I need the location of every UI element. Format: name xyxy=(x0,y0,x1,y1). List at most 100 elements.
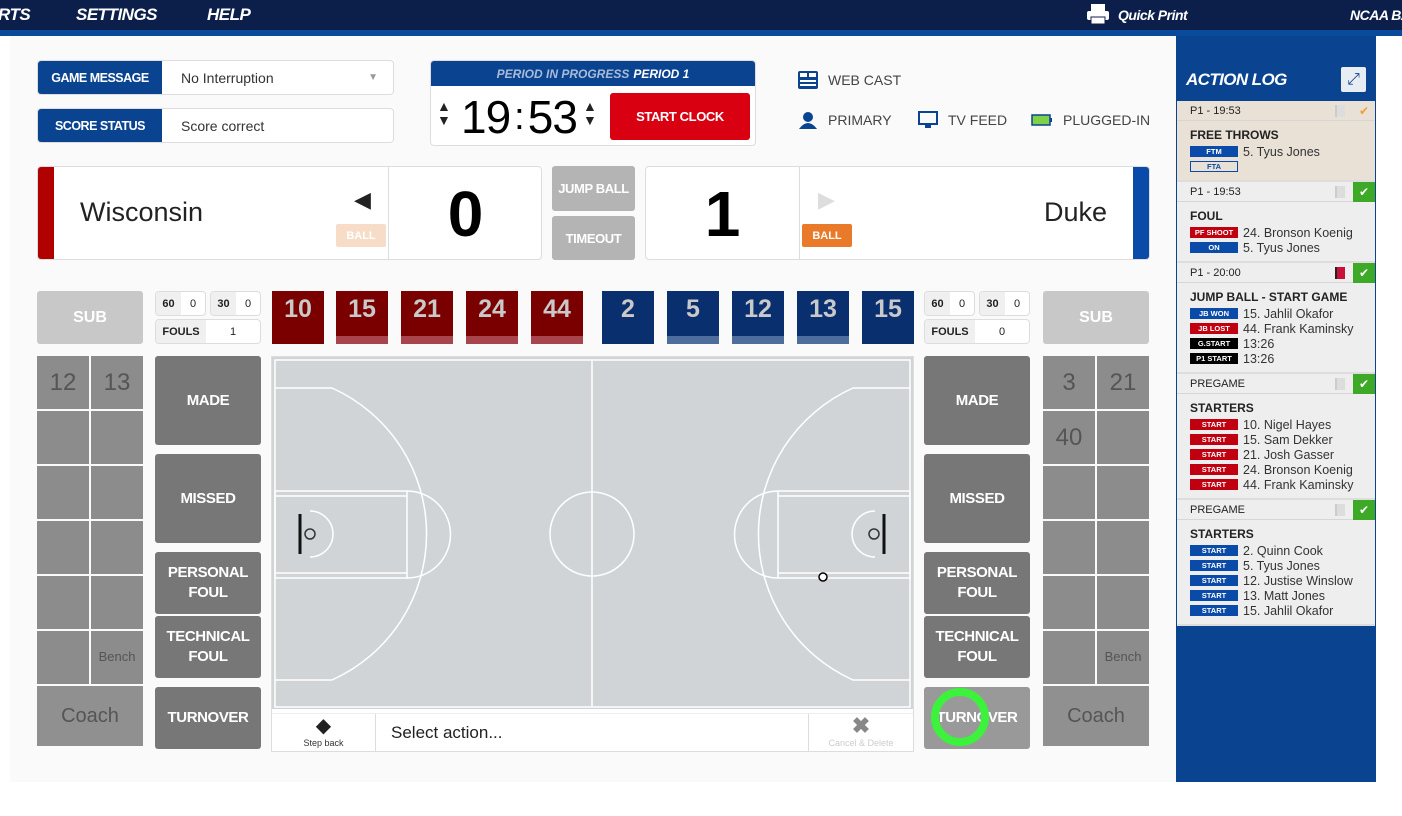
away-missed-button[interactable]: MISSED xyxy=(924,454,1030,543)
away-60-value: 0 xyxy=(958,297,966,310)
log-entry[interactable]: P1 - 19:53 ✔ FREE THROWS FTM 5. Tyus Jones FT… xyxy=(1177,101,1375,182)
home-sub-button[interactable]: SUB xyxy=(37,291,143,344)
flag-icon[interactable] xyxy=(1335,105,1345,117)
away-bench-player-21[interactable]: 21 xyxy=(1097,356,1149,409)
brand-logo: NCAA BA xyxy=(1350,7,1402,23)
log-entry[interactable]: P1 - 20:00 ✔ JUMP BALL - START GAME JB WON 1… xyxy=(1177,263,1375,374)
check-icon[interactable]: ✔ xyxy=(1358,104,1370,118)
home-team-fouls[interactable]: FOULS 1 xyxy=(155,319,261,344)
home-bench-slot xyxy=(91,411,143,464)
start-clock-button[interactable]: START CLOCK xyxy=(610,93,750,140)
home-player-10[interactable]: 10 xyxy=(272,291,324,344)
log-entry-row: START 15. Sam Dekker xyxy=(1190,432,1362,447)
flag-icon[interactable] xyxy=(1335,378,1345,390)
action-log-title: ACTION LOG xyxy=(1186,70,1287,89)
home-player-15[interactable]: 15 xyxy=(336,291,388,344)
nav-reports[interactable]: RTS xyxy=(0,5,31,24)
home-player-24[interactable]: 24 xyxy=(466,291,518,344)
away-bench-player-40[interactable]: 40 xyxy=(1043,411,1095,464)
cancel-delete-button[interactable]: ✖ Cancel & Delete xyxy=(808,714,913,752)
home-missed-button[interactable]: MISSED xyxy=(155,454,261,543)
home-30-value: 0 xyxy=(244,297,252,310)
period-label: PERIOD IN PROGRESS xyxy=(496,66,630,81)
minutes-stepper-icon[interactable]: ▲ ▼ xyxy=(437,98,451,128)
log-entry-header: P1 - 19:53 ✔ xyxy=(1177,101,1375,121)
away-team-name: Duke xyxy=(1043,197,1107,227)
home-coach-button[interactable]: Coach xyxy=(37,686,143,746)
check-icon[interactable]: ✔ xyxy=(1353,263,1375,283)
home-turnover-button[interactable]: TURNOVER xyxy=(155,687,261,749)
home-score: 0 xyxy=(388,167,542,259)
webcast-icon xyxy=(798,71,818,89)
log-entry-row: ON 5. Tyus Jones xyxy=(1190,240,1362,255)
step-back-button[interactable]: ◆ Step back xyxy=(272,714,376,752)
away-player-12[interactable]: 12 xyxy=(732,291,784,344)
tv-feed-status: TV FEED xyxy=(918,111,1007,129)
log-entry-text: 13:26 xyxy=(1243,336,1275,351)
away-personal-foul-button[interactable]: PERSONAL FOUL xyxy=(924,552,1030,614)
printer-icon[interactable] xyxy=(1086,3,1110,25)
away-player-13[interactable]: 13 xyxy=(797,291,849,344)
score-status-field[interactable]: SCORE STATUS Score correct xyxy=(37,108,394,143)
home-made-button[interactable]: MADE xyxy=(155,356,261,445)
jump-ball-button[interactable]: JUMP BALL xyxy=(552,166,635,211)
away-technical-foul-button[interactable]: TECHNICAL FOUL xyxy=(924,616,1030,678)
shot-marker[interactable] xyxy=(818,572,828,582)
away-player-15[interactable]: 15 xyxy=(862,291,914,344)
away-team-fouls[interactable]: FOULS 0 xyxy=(924,319,1030,344)
away-30-timeouts[interactable]: 30 0 xyxy=(979,291,1030,316)
log-entry-text: 21. Josh Gasser xyxy=(1243,447,1335,462)
flag-icon[interactable] xyxy=(1335,504,1345,516)
home-30-timeouts[interactable]: 30 0 xyxy=(210,291,261,316)
log-entry[interactable]: P1 - 19:53 ✔ FOUL PF SHOOT 24. Bronson Koeni… xyxy=(1177,182,1375,263)
check-icon[interactable]: ✔ xyxy=(1353,182,1375,202)
away-player-5[interactable]: 5 xyxy=(667,291,719,344)
home-technical-foul-button[interactable]: TECHNICAL FOUL xyxy=(155,616,261,678)
home-60-timeouts[interactable]: 60 0 xyxy=(155,291,206,316)
away-30-value: 0 xyxy=(1013,297,1021,310)
away-bench-player-3[interactable]: 3 xyxy=(1043,356,1095,409)
away-possession-arrow-icon[interactable]: ▶ xyxy=(818,187,835,212)
nav-help[interactable]: HELP xyxy=(207,5,251,24)
away-made-button[interactable]: MADE xyxy=(924,356,1030,445)
nav-settings[interactable]: SETTINGS xyxy=(76,5,158,24)
game-clock: PERIOD IN PROGRESS PERIOD 1 ▲ ▼ 19:53 ▲ ▼ S… xyxy=(430,60,756,146)
away-bench-label: Bench xyxy=(1097,631,1149,684)
log-tag: START xyxy=(1190,560,1238,571)
home-30-label: 30 xyxy=(211,292,236,315)
flag-icon[interactable] xyxy=(1335,186,1345,198)
away-sub-button[interactable]: SUB xyxy=(1043,291,1149,344)
log-entry-row: G.START 13:26 xyxy=(1190,336,1362,351)
home-player-44[interactable]: 44 xyxy=(531,291,583,344)
home-player-21[interactable]: 21 xyxy=(401,291,453,344)
home-bench-player-13[interactable]: 13 xyxy=(91,356,143,409)
home-personal-foul-button[interactable]: PERSONAL FOUL xyxy=(155,552,261,614)
clock-minutes[interactable]: 19 xyxy=(461,91,511,143)
seconds-stepper-icon[interactable]: ▲ ▼ xyxy=(583,98,597,128)
away-ball-button[interactable]: BALL xyxy=(802,224,852,247)
log-entry[interactable]: PREGAME ✔ STARTERS START 10. Nigel Hayes STAR… xyxy=(1177,374,1375,500)
away-bench-slot xyxy=(1043,576,1095,629)
flag-icon[interactable] xyxy=(1335,267,1345,279)
basketball-court[interactable] xyxy=(272,357,913,709)
check-icon[interactable]: ✔ xyxy=(1353,500,1375,520)
away-60-timeouts[interactable]: 60 0 xyxy=(924,291,975,316)
away-bench-slot xyxy=(1097,466,1149,519)
log-entry[interactable]: PREGAME ✔ STARTERS START 2. Quinn Cook START 5… xyxy=(1177,500,1375,626)
log-entry-title: STARTERS xyxy=(1190,401,1254,415)
primary-status: PRIMARY xyxy=(798,111,892,129)
away-coach-button[interactable]: Coach xyxy=(1043,686,1149,746)
check-icon[interactable]: ✔ xyxy=(1353,374,1375,394)
home-60-label: 60 xyxy=(156,292,181,315)
expand-icon[interactable]: ⤢ xyxy=(1341,67,1366,92)
away-fouls-label: FOULS xyxy=(925,320,975,343)
home-bench-player-12[interactable]: 12 xyxy=(37,356,89,409)
home-ball-button[interactable]: BALL xyxy=(336,224,386,247)
quick-print-link[interactable]: Quick Print xyxy=(1118,7,1188,23)
away-player-2[interactable]: 2 xyxy=(602,291,654,344)
log-entry-text: 5. Tyus Jones xyxy=(1243,558,1320,573)
clock-seconds[interactable]: 53 xyxy=(527,91,578,143)
game-message-select[interactable]: GAME MESSAGE No Interruption ▼ xyxy=(37,60,394,95)
home-possession-arrow-icon[interactable]: ◀ xyxy=(354,187,371,212)
timeout-button[interactable]: TIMEOUT xyxy=(552,216,635,260)
